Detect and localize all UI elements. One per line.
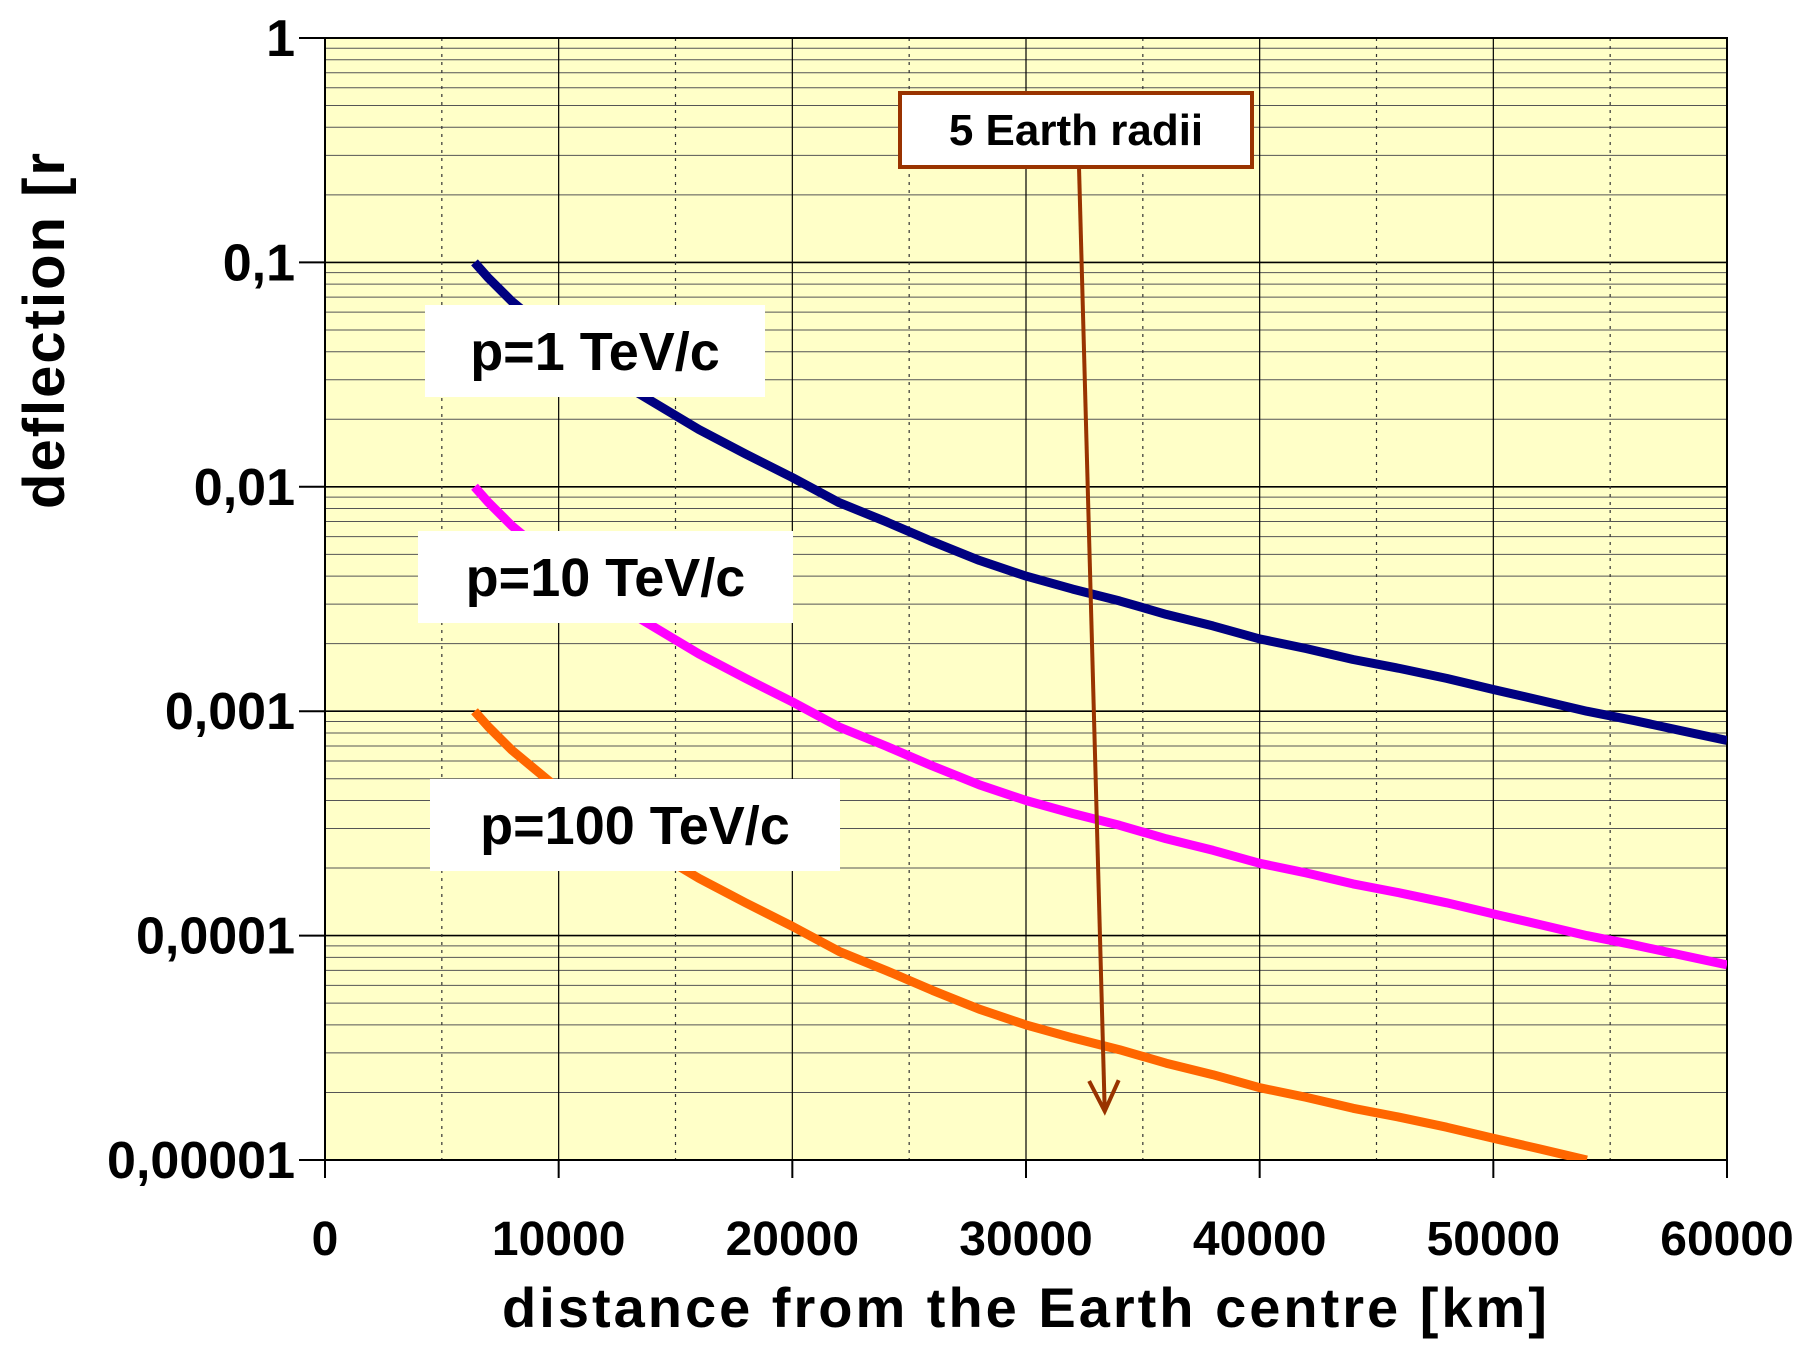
x-tick-label: 40000	[1193, 1213, 1326, 1266]
x-tick-label: 10000	[492, 1213, 625, 1266]
y-tick-label: 0,0001	[136, 908, 295, 966]
series-label-box-2	[418, 531, 793, 623]
axes: 1 0,1 0,01 0,001 0,0001 0,00001 0 10000 20000 300…	[107, 10, 1794, 1266]
y-axis-title: deflection [r	[12, 151, 77, 509]
annotation-arrow-head	[1087, 1079, 1121, 1116]
y-tick-label: 0,001	[165, 683, 295, 741]
y-tick-label: 0,00001	[107, 1132, 295, 1190]
left-edge-mask	[50, 30, 70, 155]
series-label-box-1	[425, 305, 765, 397]
y-tick-label: 0,01	[194, 459, 295, 517]
series-label-2: p=10 TeV/c	[466, 548, 746, 608]
series-labels: p=1 TeV/c p=10 TeV/c p=100 TeV/c	[418, 305, 840, 871]
x-tick-label: 30000	[959, 1213, 1092, 1266]
x-axis-title: distance from the Earth centre [km]	[502, 1276, 1550, 1339]
x-tick-label: 50000	[1427, 1213, 1560, 1266]
y-tick-label: 0,1	[223, 234, 295, 292]
annotation-label: 5 Earth radii	[949, 106, 1203, 155]
x-tick-label: 20000	[726, 1213, 859, 1266]
annotation-arrow-line	[1077, 166, 1107, 1112]
annotation-box	[898, 91, 1254, 169]
series-label-1: p=1 TeV/c	[470, 322, 720, 382]
y-tick-label: 1	[266, 10, 295, 68]
x-tick-label: 60000	[1660, 1213, 1793, 1266]
series-label-box-3	[430, 779, 840, 871]
annotation-layer: 5 Earth radii	[898, 91, 1254, 1116]
x-tick-label: 0	[312, 1213, 339, 1266]
series-label-3: p=100 TeV/c	[480, 796, 790, 856]
